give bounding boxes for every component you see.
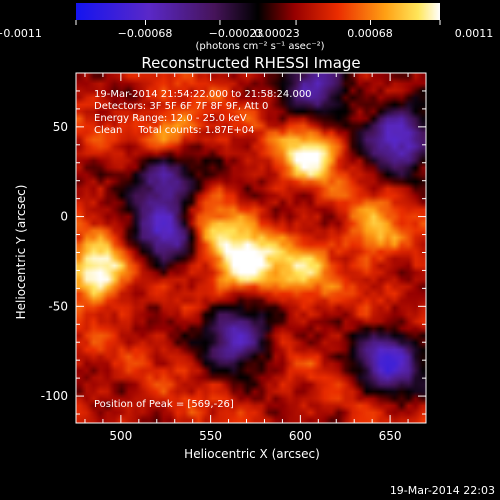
y-tick-label: -50: [48, 299, 68, 313]
annotation-energy-range: Energy Range: 12.0 - 25.0 keV: [94, 113, 247, 124]
x-tick-label: 600: [289, 429, 312, 443]
x-tick-label: 550: [199, 429, 222, 443]
colorbar-tick-label: 0.00023: [254, 27, 300, 40]
colorbar-tick-label: −0.00023: [209, 27, 264, 40]
annotation-clean-counts: Clean Total counts: 1.87E+04: [94, 125, 254, 136]
y-axis-label: Heliocentric Y (arcsec): [14, 185, 28, 320]
colorbar: [76, 3, 440, 20]
y-tick-label: -100: [41, 389, 68, 403]
colorbar-tick-label: −0.00068: [118, 27, 173, 40]
plot-frame: [75, 72, 427, 424]
axis-tick-marks: [76, 72, 427, 423]
colorbar-tick-label: −0.0011: [0, 27, 42, 40]
colorbar-ticks: [75, 20, 441, 25]
colorbar-tick-label: 0.00068: [347, 27, 393, 40]
colorbar-units: (photons cm⁻² s⁻¹ asec⁻²): [195, 41, 324, 52]
x-tick-label: 650: [379, 429, 402, 443]
x-tick-label: 500: [109, 429, 132, 443]
chart-title: Reconstructed RHESSI Image: [141, 54, 360, 72]
x-axis-label: Heliocentric X (arcsec): [184, 447, 320, 461]
heatmap-image: [76, 73, 426, 423]
peak-position-label: Position of Peak = [569,-26]: [94, 399, 234, 410]
annotation-detectors: Detectors: 3F 5F 6F 7F 8F 9F, Att 0: [94, 101, 268, 112]
footer-timestamp: 19-Mar-2014 22:03: [390, 484, 495, 497]
y-tick-label: 50: [53, 120, 68, 134]
y-tick-label: 0: [60, 210, 68, 224]
colorbar-tick-label: 0.0011: [455, 27, 494, 40]
annotation-time-range: 19-Mar-2014 21:54:22.000 to 21:58:24.000: [94, 89, 312, 100]
